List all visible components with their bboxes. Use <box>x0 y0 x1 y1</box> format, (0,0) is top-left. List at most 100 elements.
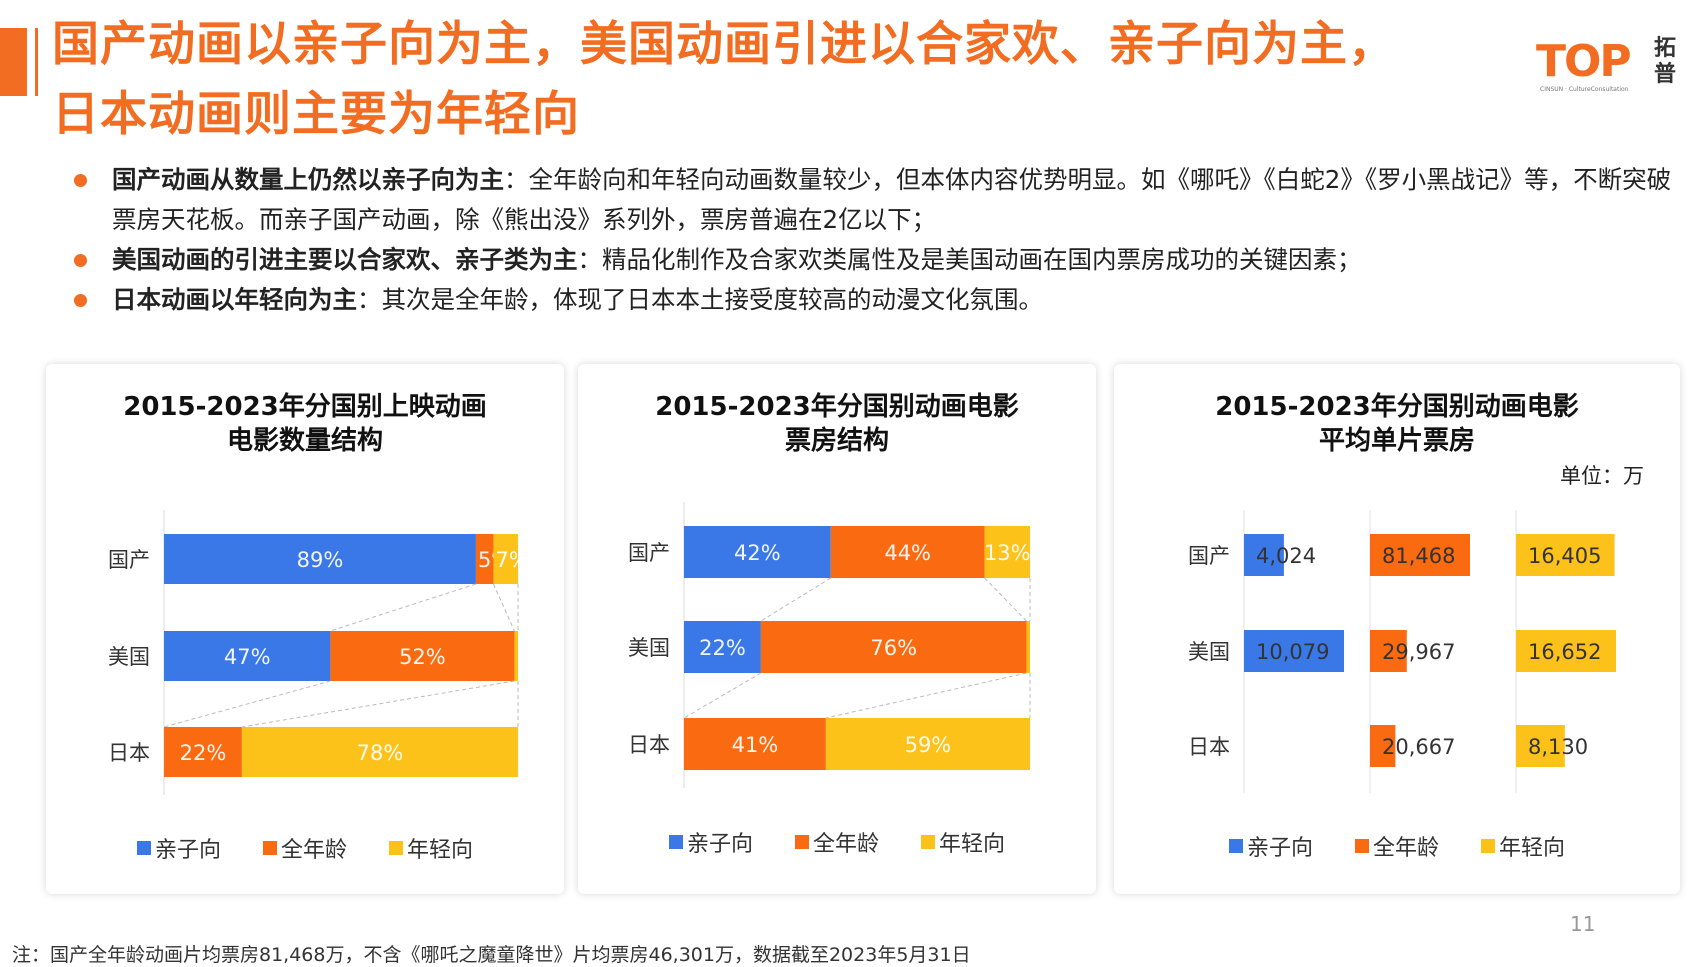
logo-cn: 拓普 <box>1654 36 1677 87</box>
legend-label: 全年龄 <box>280 838 347 863</box>
legend-item-youth: 年轻向 <box>921 826 1005 858</box>
bullet-dot-icon <box>74 294 87 307</box>
bar-segment <box>164 534 476 584</box>
data-label: 76% <box>870 636 917 660</box>
category-label: 美国 <box>628 636 670 660</box>
legend-swatch <box>262 841 277 855</box>
bar <box>1244 630 1344 672</box>
page-title-line2: 日本动画则主要为年轻向 <box>52 87 580 142</box>
series-connector <box>984 577 1027 622</box>
series-connector <box>163 680 331 728</box>
bar <box>1516 630 1616 672</box>
boxoffice-structure-chart: 国产 42% 44% 13% 美国 22% 76% 日本 41% 59% <box>628 502 1031 788</box>
legend-label: 全年龄 <box>1372 836 1439 861</box>
bullet-text: ：全年龄向和年轻向动画数量较少，但本体内容优势明显。如《哪吒》《白蛇2》《罗小黑… <box>112 165 1672 234</box>
page-number: 11 <box>1570 912 1596 936</box>
bar <box>1370 725 1396 767</box>
data-label: 22% <box>180 741 227 765</box>
data-label: 44% <box>884 541 931 565</box>
legend-swatch <box>921 835 935 849</box>
title-accent-gap <box>27 28 35 96</box>
series-connector <box>683 672 762 719</box>
bar-segment <box>241 727 518 777</box>
bar <box>1516 725 1565 767</box>
legend-label: 年轻向 <box>1499 836 1566 861</box>
category-label: 国产 <box>1188 544 1230 568</box>
legend-item-parent: 亲子向 <box>136 832 221 864</box>
bar-segment <box>493 534 518 584</box>
category-label: 日本 <box>1188 735 1230 759</box>
chart-legend: 亲子向 全年龄 年轻向 <box>578 826 1096 858</box>
data-label: 47% <box>224 645 271 669</box>
bullet-item: 美国动画的引进主要以合家欢、亲子类为主：精品化制作及合家欢类属性及是美国动画在国… <box>72 240 1682 280</box>
footnote: 注：国产全年龄动画片均票房81,468万，不含《哪吒之魔童降世》片均票房46,3… <box>12 944 971 966</box>
legend-swatch <box>1481 839 1495 853</box>
bar-segment <box>1026 621 1030 673</box>
bullet-heading: 日本动画以年轻向为主 <box>112 285 357 314</box>
chart-title-line2: 电影数量结构 <box>226 426 383 456</box>
bar-segment <box>514 631 518 681</box>
series-connector <box>825 672 1027 719</box>
bar <box>1516 534 1615 576</box>
bullet-text: ：其次是全年龄，体现了日本本土接受度较高的动漫文化氛围。 <box>357 285 1043 314</box>
legend-item-parent: 亲子向 <box>1228 830 1313 862</box>
bullet-dot-icon <box>74 254 87 267</box>
legend-label: 亲子向 <box>154 838 221 863</box>
series-connector <box>330 583 477 632</box>
summary-bullets: 国产动画从数量上仍然以亲子向为主：全年龄向和年轻向动画数量较少，但本体内容优势明… <box>72 160 1682 320</box>
data-label: 52% <box>399 645 446 669</box>
top-logo: TOP 拓普 CINSUN · CultureConsultation <box>1536 36 1696 96</box>
data-label: 20,667 <box>1382 735 1455 759</box>
data-label: 81,468 <box>1382 544 1455 568</box>
bullet-item: 国产动画从数量上仍然以亲子向为主：全年龄向和年轻向动画数量较少，但本体内容优势明… <box>72 160 1682 240</box>
data-label: 42% <box>734 541 781 565</box>
category-label: 国产 <box>628 541 670 565</box>
legend-swatch <box>1228 839 1243 853</box>
bullet-text: ：精品化制作及合家欢类属性及是美国动画在国内票房成功的关键因素； <box>577 245 1362 274</box>
average-boxoffice-chart: 国产 4,024 81,468 16,405 美国 10,079 29,967 16,652 日… <box>1188 510 1616 793</box>
chart-title-line2: 票房结构 <box>784 426 889 456</box>
page-title-line1: 国产动画以亲子向为主，美国动画引进以合家欢、亲子向为主， <box>52 17 1396 72</box>
chart-title: 2015-2023年分国别动画电影 票房结构 <box>578 390 1096 458</box>
chart-title-line1: 2015-2023年分国别动画电影 <box>1215 392 1579 422</box>
logo-text: TOP <box>1536 36 1632 87</box>
series-connector <box>241 680 515 728</box>
chart-title-line1: 2015-2023年分国别上映动画 <box>123 392 487 422</box>
chart-legend: 亲子向 全年龄 年轻向 <box>46 832 564 864</box>
data-label: 22% <box>699 636 746 660</box>
legend-label: 年轻向 <box>407 838 474 863</box>
bullet-item: 日本动画以年轻向为主：其次是全年龄，体现了日本本土接受度较高的动漫文化氛围。 <box>72 280 1682 320</box>
data-label: 8,130 <box>1528 735 1588 759</box>
bar-segment <box>760 621 1027 673</box>
legend-swatch <box>1354 839 1369 853</box>
legend-item-youth: 年轻向 <box>389 832 473 864</box>
bullet-heading: 美国动画的引进主要以合家欢、亲子类为主 <box>112 245 578 274</box>
category-label: 美国 <box>108 645 150 669</box>
legend-item-all-ages: 全年龄 <box>1354 830 1439 862</box>
bar <box>1244 534 1284 576</box>
bar-segment <box>684 526 831 578</box>
bullet-dot-icon <box>74 174 87 187</box>
bar-segment <box>330 631 515 681</box>
bar-segment <box>164 631 331 681</box>
data-label: 13% <box>984 541 1031 565</box>
data-label: 89% <box>297 548 344 572</box>
data-label: 10,079 <box>1256 640 1329 664</box>
category-label: 日本 <box>628 733 670 757</box>
legend-label: 全年龄 <box>812 832 879 857</box>
legend-item-parent: 亲子向 <box>668 826 753 858</box>
unit-label: 单位：万 <box>1560 464 1644 488</box>
chart-legend: 亲子向 全年龄 年轻向 <box>1114 830 1680 862</box>
chart-card-boxoffice: 2015-2023年分国别动画电影 票房结构 国产 42% 44% 13% 美国 22% 7… <box>578 364 1096 894</box>
legend-item-youth: 年轻向 <box>1481 830 1565 862</box>
data-label: 16,652 <box>1528 640 1601 664</box>
bar <box>1370 534 1470 576</box>
category-label: 国产 <box>108 548 150 572</box>
data-label: 41% <box>732 733 779 757</box>
legend-swatch <box>136 841 151 855</box>
chart-title: 2015-2023年分国别动画电影 平均单片票房 <box>1114 390 1680 458</box>
series-connector <box>493 583 515 632</box>
chart-title-line1: 2015-2023年分国别动画电影 <box>655 392 1019 422</box>
legend-swatch <box>668 835 683 849</box>
legend-label: 年轻向 <box>939 832 1006 857</box>
